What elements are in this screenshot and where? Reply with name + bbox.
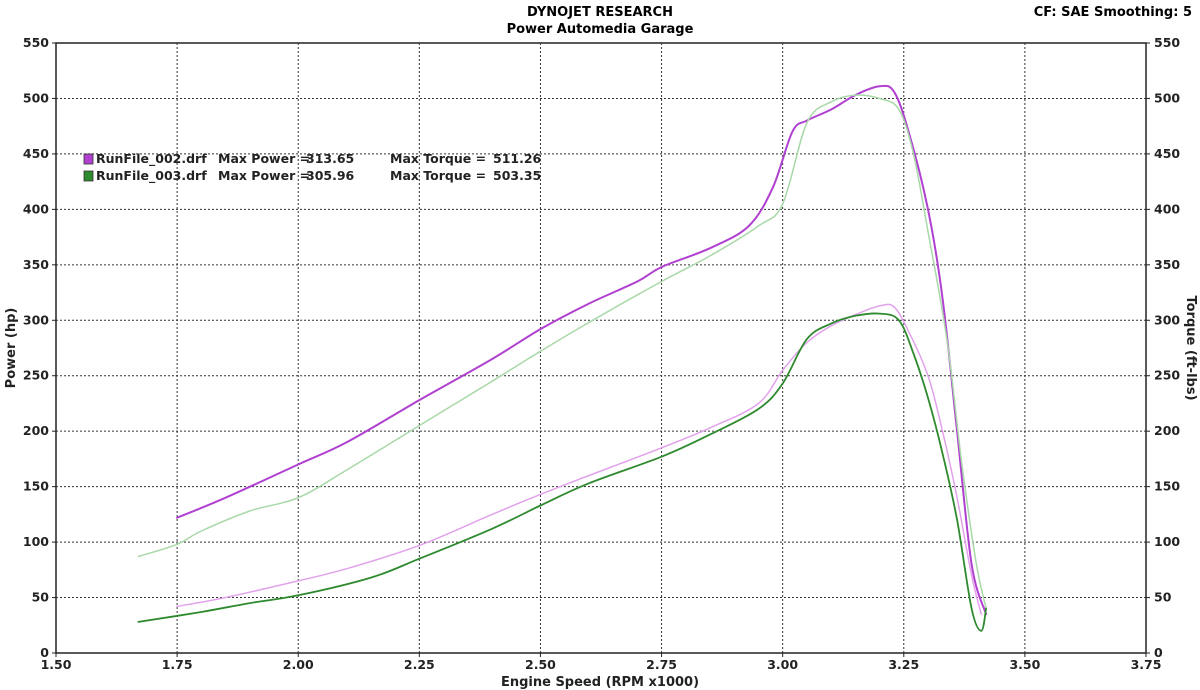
series-line-power-runfile-003-drf xyxy=(137,312,987,632)
chart-title: DYNOJET RESEARCH xyxy=(527,5,673,20)
plot-area xyxy=(55,42,1147,654)
series-line-torque-runfile-002-drf xyxy=(176,84,988,616)
legend: RunFile_002.drf Max Power = 313.65 Max T… xyxy=(83,151,542,184)
y-tick-label: 300 xyxy=(23,312,49,327)
y-tick-label: 100 xyxy=(1154,534,1180,549)
legend-file: RunFile_002.drf xyxy=(96,151,207,167)
y-axis-right-label: Torque (ft-lbs) xyxy=(1183,295,1198,400)
x-tick-label: 3.75 xyxy=(1131,657,1162,672)
y-tick-label: 500 xyxy=(1154,90,1180,105)
legend-max-torque: 511.26 xyxy=(493,151,542,166)
y-tick-label: 150 xyxy=(23,479,49,494)
y-tick-label: 250 xyxy=(1154,368,1180,383)
series-line-torque-runfile-003-drf xyxy=(137,94,987,610)
legend-file: RunFile_003.drf xyxy=(96,168,207,184)
y-axis-left: 0 50 100 150 200 250 300 350 400 450 500 550 xyxy=(23,35,56,660)
y-tick-label: 50 xyxy=(32,590,50,605)
y-tick-label: 350 xyxy=(1154,257,1180,272)
y-tick-label: 450 xyxy=(1154,146,1180,161)
x-tick-label: 3.25 xyxy=(888,657,919,672)
y-axis-left-label: Power (hp) xyxy=(4,308,19,389)
x-tick-label: 2.25 xyxy=(404,657,435,672)
chart-subtitle: Power Automedia Garage xyxy=(507,22,694,37)
grid xyxy=(56,43,1146,653)
y-tick-label: 550 xyxy=(1154,35,1180,50)
x-tick-label: 2.00 xyxy=(283,657,314,672)
y-tick-label: 250 xyxy=(23,368,49,383)
y-tick-label: 100 xyxy=(23,534,49,549)
legend-max-power: 313.65 xyxy=(306,151,354,166)
x-tick-label: 2.50 xyxy=(525,657,556,672)
y-tick-label: 400 xyxy=(23,201,49,216)
x-tick-label: 3.50 xyxy=(1009,657,1040,672)
legend-item: RunFile_003.drf Max Power = 305.96 Max T… xyxy=(83,168,541,184)
correction-info: CF: SAE Smoothing: 5 xyxy=(1034,5,1192,20)
legend-max-power-label: Max Power = xyxy=(218,168,310,183)
y-tick-label: 450 xyxy=(23,146,49,161)
x-tick-label: 1.75 xyxy=(162,657,193,672)
legend-max-torque-label: Max Torque = xyxy=(390,151,486,166)
legend-max-power: 305.96 xyxy=(306,168,355,183)
y-tick-label: 50 xyxy=(1154,590,1172,605)
legend-swatch xyxy=(83,153,94,165)
y-axis-right: 0 50 100 150 200 250 300 350 400 450 500 550 xyxy=(1146,35,1180,660)
x-tick-label: 2.75 xyxy=(646,657,677,672)
series-line-power-runfile-002-drf xyxy=(176,303,983,615)
y-tick-label: 0 xyxy=(1154,645,1163,660)
y-tick-label: 150 xyxy=(1154,479,1180,494)
y-tick-label: 200 xyxy=(23,423,49,438)
x-axis: 1.50 1.75 2.00 2.25 2.50 2.75 3.00 3.25 3.50 3.75 xyxy=(41,653,1162,672)
y-tick-label: 200 xyxy=(1154,423,1180,438)
y-tick-label: 350 xyxy=(23,257,49,272)
y-tick-label: 500 xyxy=(23,90,49,105)
legend-swatch xyxy=(83,170,94,182)
x-tick-label: 1.50 xyxy=(41,657,72,672)
legend-item: RunFile_002.drf Max Power = 313.65 Max T… xyxy=(83,151,542,167)
series-group xyxy=(137,84,988,632)
legend-max-power-label: Max Power = xyxy=(218,151,310,166)
y-tick-label: 550 xyxy=(23,35,49,50)
legend-max-torque-label: Max Torque = xyxy=(390,168,486,183)
x-tick-label: 3.00 xyxy=(767,657,798,672)
y-tick-label: 400 xyxy=(1154,201,1180,216)
y-tick-label: 0 xyxy=(40,645,49,660)
legend-max-torque: 503.35 xyxy=(493,168,541,183)
x-axis-label: Engine Speed (RPM x1000) xyxy=(501,675,699,690)
y-tick-label: 300 xyxy=(1154,312,1180,327)
